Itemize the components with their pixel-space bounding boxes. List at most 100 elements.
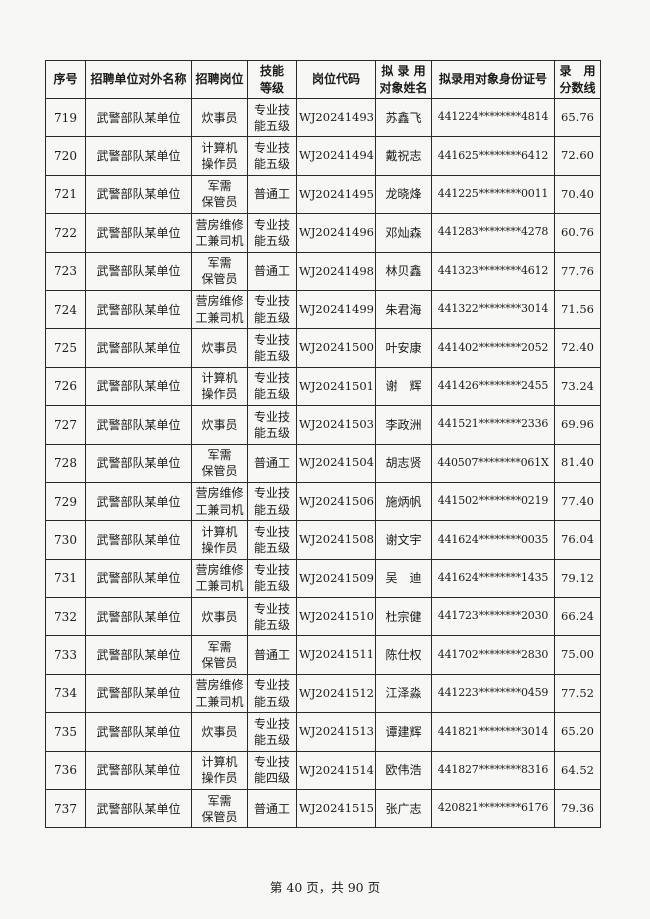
cell-code: WJ20241515 [296,789,376,829]
cell-unit: 武警部队某单位 [85,213,192,253]
cell-position: 营房维修 工兼司机 [191,289,248,330]
cell-code: WJ20241510 [296,597,376,637]
cell-id: 441224********4814 [431,97,555,138]
cell-unit: 武警部队某单位 [85,443,192,483]
cell-score: 76.04 [554,520,601,560]
cell-code: WJ20241508 [296,520,376,560]
cell-position: 军需 保管员 [191,251,248,291]
cell-skill: 专业技 能五级 [247,712,297,752]
cell-skill: 专业技 能五级 [247,673,297,714]
cell-unit: 武警部队某单位 [85,174,192,215]
cell-skill: 专业技 能五级 [247,558,297,599]
cell-skill: 专业技 能五级 [247,405,297,445]
cell-code: WJ20241494 [296,136,376,176]
cell-skill: 普通工 [247,443,297,483]
cell-position: 军需 保管员 [191,635,248,675]
cell-unit: 武警部队某单位 [85,328,192,368]
cell-name: 陈仕权 [375,635,432,675]
table-row: 737 武警部队某单位 军需 保管员 普通工 WJ20241515 张广志 420821**… [45,789,601,829]
cell-unit: 武警部队某单位 [85,635,192,675]
cell-id: 441821********3014 [431,712,555,752]
cell-score: 64.52 [554,750,601,791]
cell-index: 724 [45,289,86,330]
cell-id: 441723********2030 [431,597,555,637]
cell-name: 龙晓烽 [375,174,432,215]
cell-score: 73.24 [554,366,601,407]
cell-score: 77.76 [554,251,601,291]
table-row: 719 武警部队某单位 炊事员 专业技 能五级 WJ20241493 苏鑫飞 441224*… [45,97,601,138]
cell-index: 725 [45,328,86,368]
cell-name: 张广志 [375,789,432,829]
cell-position: 营房维修 工兼司机 [191,673,248,714]
cell-score: 71.56 [554,289,601,330]
cell-id: 441625********6412 [431,136,555,176]
cell-position: 营房维修 工兼司机 [191,213,248,253]
cell-name: 谢文宇 [375,520,432,560]
cell-score: 79.36 [554,789,601,829]
cell-code: WJ20241506 [296,481,376,522]
cell-position: 炊事员 [191,405,248,445]
cell-unit: 武警部队某单位 [85,97,192,138]
cell-id: 441402********2052 [431,328,555,368]
table-row: 730 武警部队某单位 计算机 操作员 专业技 能五级 WJ20241508 谢文宇 441… [45,520,601,560]
cell-name: 邓灿森 [375,213,432,253]
cell-name: 戴祝志 [375,136,432,176]
cell-skill: 普通工 [247,635,297,675]
cell-position: 营房维修 工兼司机 [191,481,248,522]
cell-position: 炊事员 [191,97,248,138]
cell-score: 79.12 [554,558,601,599]
cell-position: 炊事员 [191,712,248,752]
table-row: 726 武警部队某单位 计算机 操作员 专业技 能五级 WJ20241501 谢 辉 441… [45,366,601,407]
cell-score: 69.96 [554,405,601,445]
cell-code: WJ20241493 [296,97,376,138]
table-row: 735 武警部队某单位 炊事员 专业技 能五级 WJ20241513 谭建辉 441821*… [45,712,601,752]
cell-skill: 专业技 能五级 [247,328,297,368]
cell-code: WJ20241509 [296,558,376,599]
cell-index: 723 [45,251,86,291]
cell-id: 441624********1435 [431,558,555,599]
cell-skill: 专业技 能五级 [247,597,297,637]
cell-unit: 武警部队某单位 [85,405,192,445]
header-row: 序号 招聘单位对外名称 招聘岗位 技能 等级 岗位代码拟 录 用 对象姓名 拟录用对象身份… [45,60,601,99]
cell-position: 军需 保管员 [191,443,248,483]
cell-score: 77.52 [554,673,601,714]
cell-score: 65.20 [554,712,601,752]
cell-index: 727 [45,405,86,445]
cell-unit: 武警部队某单位 [85,789,192,829]
table-row: 720 武警部队某单位 计算机 操作员 专业技 能五级 WJ20241494 戴祝志 441… [45,136,601,176]
cell-code: WJ20241495 [296,174,376,215]
cell-id: 441521********2336 [431,405,555,445]
cell-skill: 专业技 能五级 [247,366,297,407]
cell-unit: 武警部队某单位 [85,136,192,176]
table-row: 724 武警部队某单位 营房维修 工兼司机 专业技 能五级 WJ20241499 朱君海 4… [45,289,601,330]
cell-position: 计算机 操作员 [191,520,248,560]
cell-code: WJ20241503 [296,405,376,445]
cell-score: 81.40 [554,443,601,483]
cell-id: 441426********2455 [431,366,555,407]
cell-unit: 武警部队某单位 [85,597,192,637]
cell-index: 736 [45,750,86,791]
table-row: 728 武警部队某单位 军需 保管员 普通工 WJ20241504 胡志贤 440507**… [45,443,601,483]
cell-position: 计算机 操作员 [191,136,248,176]
cell-name: 江泽淼 [375,673,432,714]
table-row: 727 武警部队某单位 炊事员 专业技 能五级 WJ20241503 李政洲 441521*… [45,405,601,445]
cell-name: 苏鑫飞 [375,97,432,138]
cell-position: 计算机 操作员 [191,366,248,407]
cell-index: 735 [45,712,86,752]
cell-index: 737 [45,789,86,829]
cell-unit: 武警部队某单位 [85,673,192,714]
cell-code: WJ20241512 [296,673,376,714]
header-id: 拟录用对象身份证号 [431,60,555,99]
cell-code: WJ20241511 [296,635,376,675]
cell-score: 65.76 [554,97,601,138]
table-row: 722 武警部队某单位 营房维修 工兼司机 专业技 能五级 WJ20241496 邓灿森 4… [45,213,601,253]
cell-code: WJ20241498 [296,251,376,291]
cell-index: 734 [45,673,86,714]
cell-skill: 专业技 能四级 [247,750,297,791]
header-skill: 技能 等级 [247,60,297,99]
cell-code: WJ20241513 [296,712,376,752]
cell-position: 炊事员 [191,328,248,368]
cell-skill: 专业技 能五级 [247,213,297,253]
cell-position: 军需 保管员 [191,789,248,829]
